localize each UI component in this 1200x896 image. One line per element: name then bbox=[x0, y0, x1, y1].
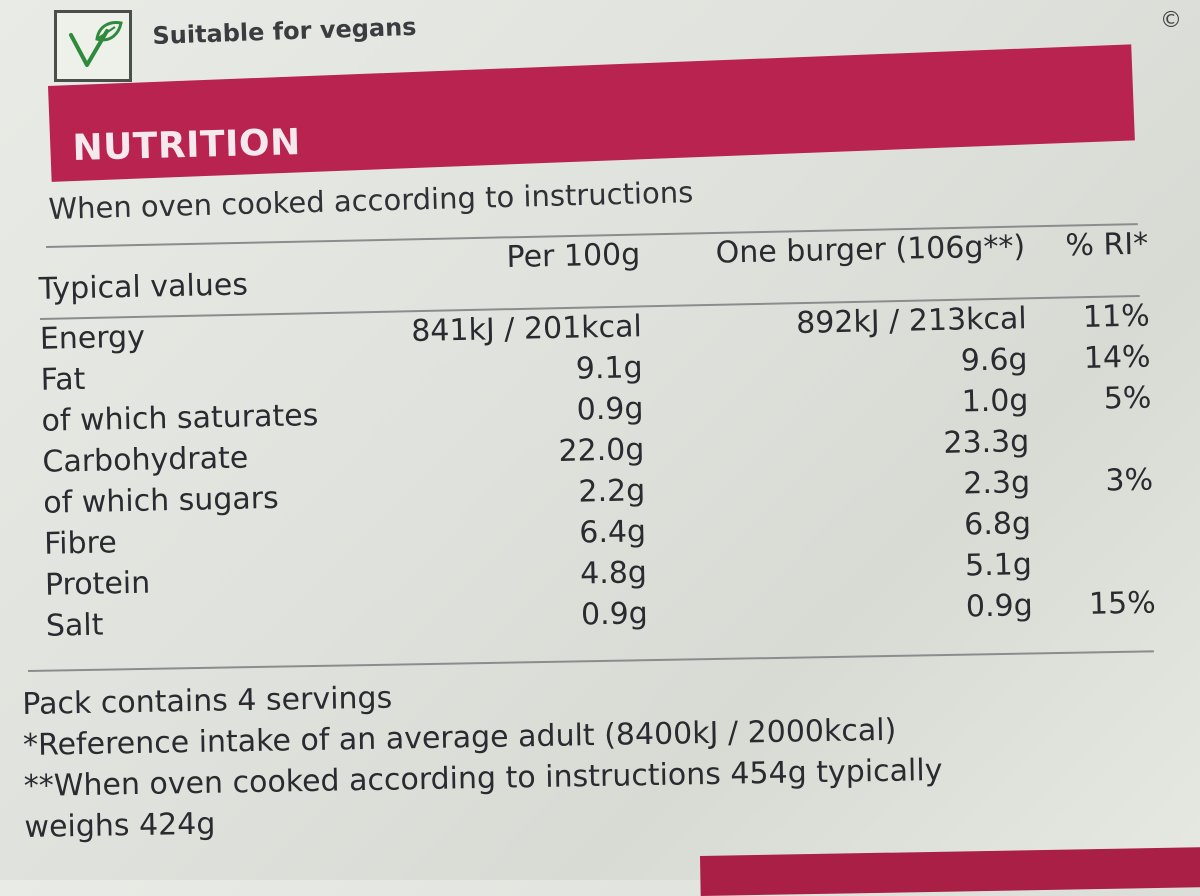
per-burger-value: 1.0g bbox=[961, 383, 1029, 420]
nutrient-label: Carbohydrate bbox=[42, 440, 249, 480]
header-ri: % RI* bbox=[1065, 226, 1149, 264]
header-per-100g: Per 100g bbox=[506, 237, 641, 276]
ri-value: 11% bbox=[1082, 298, 1150, 335]
nutrient-label: of which sugars bbox=[42, 480, 280, 521]
nutrient-label: Protein bbox=[44, 565, 151, 603]
per-burger-value: 0.9g bbox=[965, 588, 1034, 625]
per-100g-value: 4.8g bbox=[579, 555, 648, 592]
vegan-badge bbox=[54, 10, 132, 82]
nutrition-table: Typical values Per 100g One burger (106g… bbox=[30, 226, 1168, 650]
ri-value: 14% bbox=[1083, 339, 1151, 376]
ri-value: 15% bbox=[1088, 585, 1157, 622]
footer-notes: Pack contains 4 servings *Reference inta… bbox=[22, 668, 943, 848]
header-one-burger: One burger (106g**) bbox=[715, 229, 1026, 271]
vegan-v-leaf-icon bbox=[69, 21, 123, 67]
vegan-label: Suitable for vegans bbox=[152, 12, 417, 50]
ri-value: 3% bbox=[1105, 462, 1154, 499]
bottom-color-band bbox=[700, 846, 1200, 896]
per-burger-value: 6.8g bbox=[963, 506, 1032, 543]
nutrition-intro: When oven cooked according to instructio… bbox=[48, 175, 694, 226]
nutrient-label: Fat bbox=[40, 361, 86, 398]
per-burger-value: 2.3g bbox=[962, 465, 1031, 502]
per-burger-value: 23.3g bbox=[943, 424, 1030, 461]
nutrient-label: Salt bbox=[45, 607, 104, 644]
divider-bottom bbox=[28, 650, 1154, 672]
per-100g-value: 9.1g bbox=[575, 350, 643, 387]
per-burger-value: 9.6g bbox=[960, 342, 1028, 379]
per-100g-value: 22.0g bbox=[558, 432, 645, 469]
per-burger-value: 892kJ / 213kcal bbox=[795, 301, 1028, 341]
per-burger-value: 5.1g bbox=[964, 547, 1033, 584]
per-100g-value: 2.2g bbox=[578, 473, 646, 510]
copyright-symbol: © bbox=[1160, 8, 1182, 33]
nutrition-title: NUTRITION bbox=[72, 122, 302, 169]
nutrient-label: of which saturates bbox=[41, 398, 319, 439]
per-100g-value: 6.4g bbox=[578, 514, 647, 551]
per-100g-value: 0.9g bbox=[576, 391, 644, 428]
per-100g-value: 0.9g bbox=[580, 596, 649, 633]
nutrient-label: Energy bbox=[39, 319, 146, 357]
header-typical-values: Typical values bbox=[38, 267, 249, 307]
nutrient-label: Fibre bbox=[43, 525, 118, 562]
ri-value: 5% bbox=[1103, 380, 1152, 417]
per-100g-value: 841kJ / 201kcal bbox=[410, 309, 643, 350]
